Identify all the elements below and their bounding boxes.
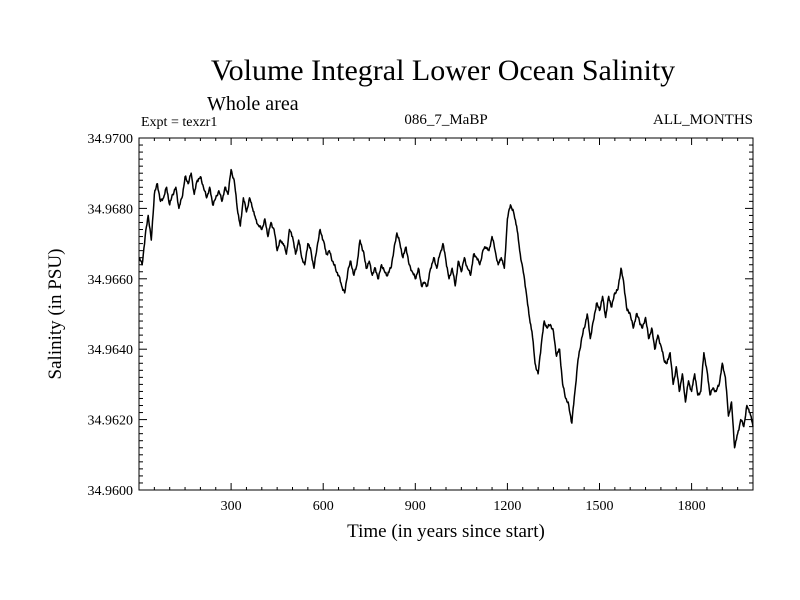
- plot-frame: [138, 137, 754, 491]
- series-group: [138, 168, 754, 449]
- x-tick-label: 1500: [586, 499, 614, 514]
- x-tick-label: 300: [221, 499, 242, 514]
- experiment-label: Expt = texzr1: [141, 115, 217, 130]
- chart-subtitle: Whole area: [207, 93, 299, 115]
- months-label: ALL_MONTHS: [653, 112, 753, 128]
- y-tick-label: 34.9660: [88, 273, 134, 288]
- x-axis-ticks: 300 600 900 1200 1500 1800: [153, 138, 739, 514]
- y-tick-label: 34.9600: [88, 484, 134, 499]
- y-tick-label: 34.9640: [88, 343, 134, 358]
- series-line-salinity: [138, 168, 754, 449]
- x-tick-label: 1200: [493, 499, 521, 514]
- y-tick-label: 34.9680: [88, 202, 134, 217]
- y-tick-label: 34.9620: [88, 414, 134, 429]
- run-id-label: 086_7_MaBP: [404, 112, 487, 128]
- x-tick-label: 1800: [678, 499, 706, 514]
- y-tick-label: 34.9700: [88, 132, 134, 147]
- x-axis-label: Time (in years since start): [347, 521, 545, 542]
- x-tick-label: 900: [405, 499, 426, 514]
- y-axis-label: Salinity (in PSU): [45, 249, 66, 380]
- y-axis-ticks: 34.9600 34.9620 34.9640 34.9660 34.9680 34.97…: [88, 132, 753, 499]
- x-tick-label: 600: [313, 499, 334, 514]
- chart-title: Volume Integral Lower Ocean Salinity: [211, 54, 675, 87]
